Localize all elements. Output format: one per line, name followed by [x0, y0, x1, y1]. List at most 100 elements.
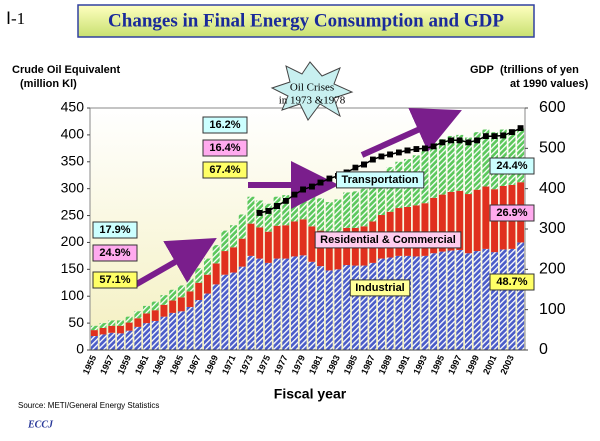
y2-tick-label: 0 [539, 341, 548, 358]
y2-axis-label: (trillions of yen [500, 64, 579, 76]
bar-segment [134, 326, 142, 350]
y-tick-label: 450 [61, 99, 85, 115]
bar-segment [90, 336, 98, 350]
bar-segment [325, 202, 333, 235]
bar-segment [343, 192, 351, 228]
label-box [314, 231, 462, 249]
bar-segment [447, 250, 455, 350]
bar-segment [273, 196, 281, 226]
bar-segment [177, 285, 185, 298]
bar-segment [125, 322, 133, 331]
bar-segment [230, 225, 238, 248]
bar-segment [317, 266, 325, 350]
x-axis-label: Fiscal year [274, 386, 347, 402]
bar-segment [238, 214, 246, 239]
share-label: 26.9% [496, 207, 527, 219]
bar-segment [421, 255, 429, 350]
share-box [92, 244, 138, 262]
bar-segment [290, 221, 298, 257]
bar-segment [473, 251, 481, 350]
bar-segment [299, 255, 307, 350]
bar-segment [395, 255, 403, 350]
x-tick-label: 1975 [255, 354, 273, 376]
share-label: 24.4% [496, 160, 527, 172]
bar-segment [134, 311, 142, 319]
x-tick-label: 1963 [150, 354, 168, 376]
bar-segment [438, 139, 446, 195]
y-tick-label: 150 [61, 260, 85, 276]
bar-segment [473, 189, 481, 252]
bar-segment [108, 325, 116, 333]
bar-segment [186, 278, 194, 292]
bar-segment [464, 137, 472, 195]
bar-segment [143, 313, 151, 324]
y-axis-label: (million Kl) [20, 78, 77, 90]
x-tick-label: 1989 [377, 354, 395, 376]
bar-segment [508, 248, 516, 350]
bar-segment [430, 142, 438, 198]
bar-segment [203, 274, 211, 294]
bar-segment [247, 196, 255, 224]
bar-segment [125, 316, 133, 323]
bar-segment [108, 320, 116, 326]
x-tick-label: 2003 [498, 354, 516, 376]
series-label: Residential & Commercial [320, 234, 456, 246]
share-box [202, 116, 248, 134]
bar-segment [221, 274, 229, 350]
y2-tick-label: 100 [539, 301, 566, 318]
y-tick-label: 250 [61, 206, 85, 222]
bar-segment [430, 253, 438, 350]
x-tick-label: 1955 [81, 354, 99, 376]
bar-segment [447, 191, 455, 251]
bar-segment [90, 330, 98, 337]
annotation: in 1973 &1978 [279, 95, 346, 107]
logo: ECCJ [27, 419, 54, 430]
x-tick-label: 1987 [359, 354, 377, 376]
bar-segment [134, 318, 142, 327]
bar-segment [508, 129, 516, 185]
bar-segment [308, 194, 316, 227]
bar-segment [273, 225, 281, 259]
x-tick-label: 1957 [98, 354, 116, 376]
y-tick-label: 200 [61, 233, 85, 249]
x-tick-label: 1971 [220, 354, 238, 376]
y2-tick-label: 500 [539, 140, 566, 157]
bar-segment [308, 261, 316, 350]
bar-segment [160, 295, 168, 305]
bar-segment [169, 289, 177, 301]
label-box [349, 279, 411, 297]
bar-segment [116, 333, 124, 350]
bar-segment [221, 230, 229, 252]
bar-segment [221, 251, 229, 275]
bar-segment [482, 248, 490, 350]
title-box [77, 4, 535, 38]
x-tick-label: 1979 [290, 354, 308, 376]
callout-star [270, 61, 354, 121]
x-tick-label: 1997 [446, 354, 464, 376]
bar-segment [99, 327, 107, 335]
bar-segment [325, 234, 333, 271]
bar-segment [456, 134, 464, 191]
bar-segment [151, 310, 159, 321]
page-label: Ⅰ-1 [6, 9, 25, 28]
bar-segment [464, 253, 472, 350]
y-tick-label: 300 [61, 179, 85, 195]
series-label: GDP [470, 64, 494, 76]
share-label: 17.9% [99, 224, 130, 236]
bar-segment [212, 263, 220, 285]
bar-segment [99, 323, 107, 328]
bar-segment [247, 223, 255, 256]
y-tick-label: 0 [76, 341, 84, 357]
bar-segment [143, 305, 151, 314]
y-axis-label: Crude Oil Equivalent [12, 64, 121, 76]
x-tick-label: 2001 [481, 354, 499, 376]
bar-segment [203, 258, 211, 275]
bar-segment [447, 135, 455, 192]
label-box [335, 171, 425, 189]
share-label: 48.7% [496, 276, 527, 288]
bar-segment [299, 219, 307, 256]
bar-segment [317, 198, 325, 231]
bar-segment [195, 268, 203, 283]
share-label: 67.4% [209, 164, 240, 176]
